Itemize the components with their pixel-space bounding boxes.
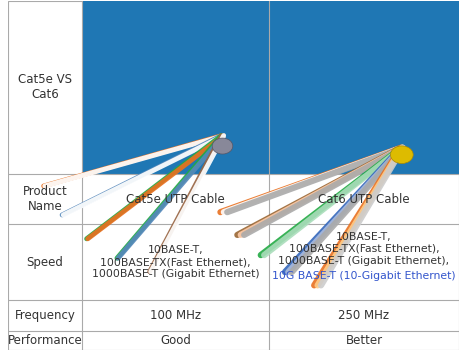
Text: Performance: Performance (8, 334, 82, 347)
Bar (269, 1, 459, 174)
Circle shape (212, 138, 233, 154)
Text: 100 MHz: 100 MHz (150, 309, 201, 322)
Text: 250 MHz: 250 MHz (338, 309, 390, 322)
Text: 10BASE-T,
100BASE-TX(Fast Ethernet),
1000BASE-T (Gigabit Ethernet): 10BASE-T, 100BASE-TX(Fast Ethernet), 100… (92, 245, 260, 279)
Text: Product
Name: Product Name (23, 185, 67, 213)
Text: Speed: Speed (27, 256, 64, 269)
Text: Cat6 UTP Cable: Cat6 UTP Cable (318, 193, 410, 206)
Circle shape (391, 146, 413, 164)
Text: 10BASE-T,
100BASE-TX(Fast Ethernet),
1000BASE-T (Gigabit Ethernet),: 10BASE-T, 100BASE-TX(Fast Ethernet), 100… (278, 232, 449, 266)
Bar (269, 1, 459, 174)
Text: Good: Good (160, 334, 191, 347)
Text: 10G BASE-T (10-Gigabit Ethernet): 10G BASE-T (10-Gigabit Ethernet) (272, 271, 456, 281)
Text: Cat5e VS
Cat6: Cat5e VS Cat6 (18, 73, 72, 101)
Text: Frequency: Frequency (15, 309, 75, 322)
Bar (82, 1, 269, 174)
Bar (82, 1, 269, 174)
Text: Better: Better (346, 334, 383, 347)
Text: Cat5e UTP Cable: Cat5e UTP Cable (127, 193, 225, 206)
